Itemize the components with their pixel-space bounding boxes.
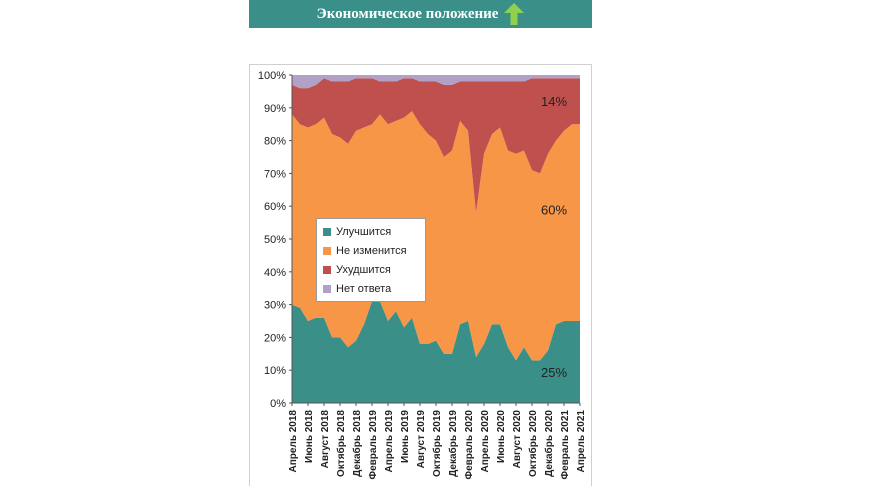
x-tick-label: Апрель 2020 (480, 410, 491, 473)
y-tick-label: 70% (264, 168, 286, 180)
x-tick-label: Октябрь 2019 (431, 410, 443, 477)
x-tick-label: Февраль 2021 (560, 410, 571, 480)
legend-swatch-improve (323, 227, 331, 236)
x-tick-label: Август 2020 (512, 410, 523, 469)
chart-legend: Улучшится Не изменится Ухудшится Нет отв… (316, 218, 426, 302)
annotation-worsen: 14% (541, 94, 567, 109)
y-tick-label: 60% (264, 201, 286, 213)
title-banner: Экономическое положение (249, 0, 592, 28)
x-tick-label: Июнь 2019 (400, 410, 411, 463)
y-tick-label: 10% (264, 365, 286, 377)
annotation-improve: 25% (541, 365, 567, 380)
series-area-worsen (292, 78, 580, 213)
y-tick-label: 40% (264, 267, 286, 279)
y-tick-label: 100% (258, 70, 286, 82)
x-tick-label: Август 2019 (416, 410, 427, 469)
y-tick-label: 20% (264, 332, 286, 344)
legend-label-no-answer: Нет ответа (336, 282, 392, 295)
x-tick-label: Декабрь 2019 (447, 410, 459, 477)
legend-item-improve: Улучшится (323, 222, 419, 241)
x-tick-label: Июнь 2018 (304, 410, 315, 463)
series-area-improve (292, 301, 580, 403)
x-tick-label: Февраль 2019 (368, 410, 379, 480)
x-tick-label: Февраль 2020 (464, 410, 475, 480)
y-tick-label: 30% (264, 300, 286, 312)
x-tick-label: Апрель 2021 (576, 410, 587, 473)
legend-label-no-change: Не изменится (336, 244, 407, 257)
x-tick-label: Апрель 2019 (384, 410, 395, 473)
y-tick-label: 80% (264, 136, 286, 148)
legend-label-worsen: Ухудшится (336, 263, 391, 276)
series-area-no-answer (292, 75, 580, 89)
legend-swatch-worsen (323, 265, 331, 274)
y-tick-label: 90% (264, 103, 286, 115)
x-tick-label: Июнь 2020 (496, 410, 507, 463)
arrow-up-icon (504, 3, 525, 25)
x-tick-label: Апрель 2018 (288, 410, 299, 473)
legend-label-improve: Улучшится (336, 225, 392, 238)
x-tick-label: Август 2018 (320, 410, 331, 469)
x-tick-label: Октябрь 2020 (527, 410, 539, 477)
banner-title: Экономическое положение (316, 5, 499, 22)
legend-item-no-change: Не изменится (323, 241, 419, 260)
legend-swatch-no-change (323, 246, 331, 255)
x-tick-label: Декабрь 2020 (543, 410, 555, 477)
legend-item-no-answer: Нет ответа (323, 279, 419, 298)
legend-item-worsen: Ухудшится (323, 260, 419, 279)
annotation-no-change: 60% (541, 202, 567, 217)
legend-swatch-no-answer (323, 284, 331, 293)
x-tick-label: Декабрь 2018 (351, 410, 363, 477)
y-tick-label: 50% (264, 234, 286, 246)
y-tick-label: 0% (270, 398, 286, 410)
x-tick-label: Октябрь 2018 (335, 410, 347, 477)
